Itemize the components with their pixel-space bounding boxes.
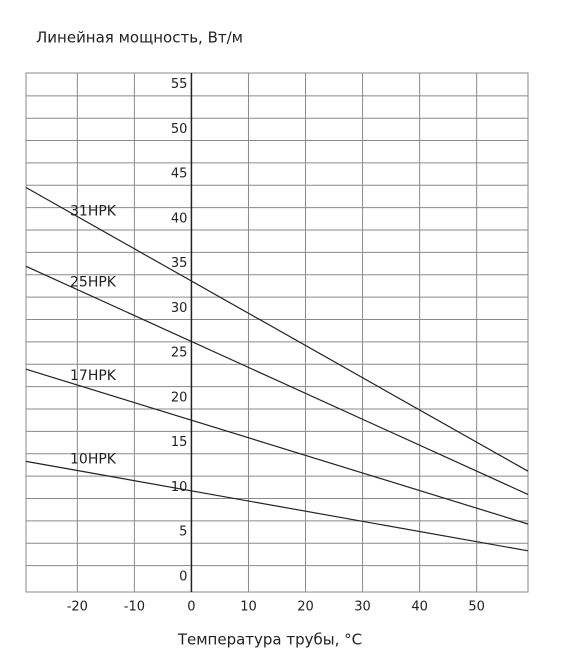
y-tick-label: 50 (171, 122, 188, 137)
series-label: 25HPK (70, 275, 117, 291)
x-axis-label: Температура трубы, °C (177, 631, 362, 649)
y-tick-label: 20 (171, 390, 188, 405)
y-tick-label: 5 (179, 525, 187, 540)
x-tick-label: 20 (297, 600, 314, 615)
x-tick-label: -10 (124, 600, 145, 615)
y-tick-label: 40 (171, 211, 188, 226)
chart-title: Линейная мощность, Вт/м (36, 29, 243, 47)
x-tick-label: -20 (67, 600, 88, 615)
y-tick-label: 25 (171, 346, 188, 361)
series-label: 17HPK (70, 368, 117, 384)
x-tick-label: 30 (354, 600, 371, 615)
x-tick-label: 0 (187, 600, 195, 615)
y-tick-label: 0 (179, 569, 187, 584)
y-tick-label: 35 (171, 256, 188, 271)
x-tick-label: 40 (411, 600, 428, 615)
series-line (25, 187, 529, 472)
series-line (25, 265, 529, 496)
y-tick-label: 30 (171, 301, 188, 316)
y-tick-label: 15 (171, 435, 188, 450)
series-line (25, 460, 529, 552)
y-tick-label: 45 (171, 167, 188, 182)
plot-frame (25, 72, 529, 593)
series-line (25, 368, 529, 525)
series-label: 31HPK (70, 203, 117, 219)
x-tick-label: 50 (468, 600, 485, 615)
y-tick-label: 55 (171, 77, 188, 92)
x-tick-label: 10 (240, 600, 257, 615)
series-label: 10HPK (70, 451, 117, 467)
y-tick-label: 10 (171, 480, 188, 495)
